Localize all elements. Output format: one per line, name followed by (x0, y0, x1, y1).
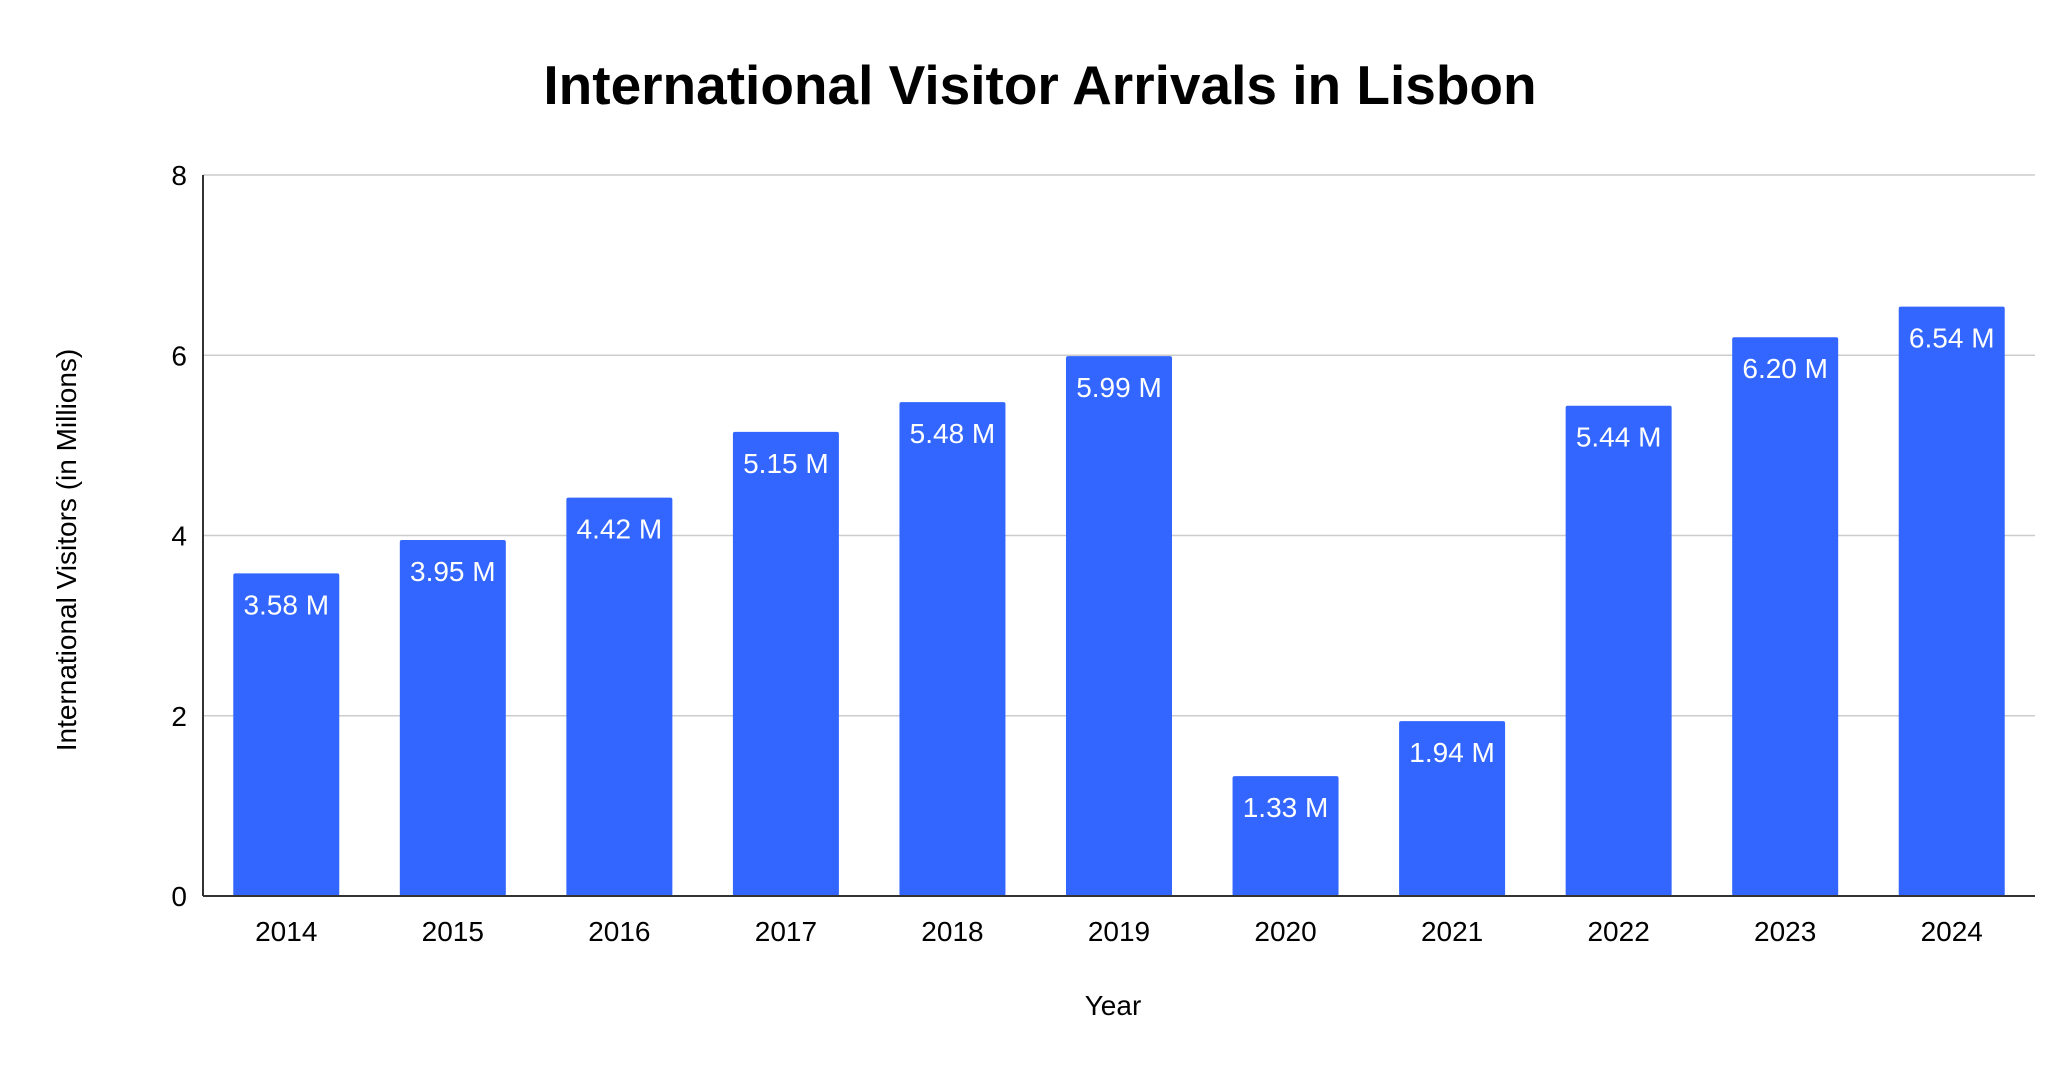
x-tick-label: 2017 (755, 916, 817, 947)
x-tick-label: 2023 (1754, 916, 1816, 947)
data-label: 5.48 M (910, 418, 996, 449)
bars (233, 306, 2005, 897)
bar (399, 540, 506, 896)
x-tick-label: 2024 (1921, 916, 1983, 947)
y-axis-title: International Visitors (in Millions) (51, 349, 82, 752)
x-tick-label: 2019 (1088, 916, 1150, 947)
x-tick-label: 2018 (921, 916, 983, 947)
x-tick-label: 2015 (422, 916, 484, 947)
x-tick-label: 2022 (1587, 916, 1649, 947)
y-tick-label: 8 (171, 160, 187, 191)
data-labels: 3.58 M 3.95 M 4.42 M 5.15 M 5.48 M 5.99 M 1.33… (243, 323, 1994, 824)
data-label: 5.99 M (1076, 372, 1162, 403)
x-axis-title: Year (1085, 990, 1142, 1021)
data-label: 6.54 M (1909, 323, 1995, 354)
bar (566, 497, 673, 896)
x-tick-label: 2016 (588, 916, 650, 947)
chart-title: International Visitor Arrivals in Lisbon (543, 54, 1536, 116)
x-tick-label: 2021 (1421, 916, 1483, 947)
bar (899, 402, 1006, 896)
data-label: 1.94 M (1409, 737, 1495, 768)
bar (732, 431, 839, 896)
data-label: 3.58 M (243, 589, 329, 620)
data-label: 6.20 M (1742, 353, 1828, 384)
x-tick-label: 2020 (1254, 916, 1316, 947)
bar (1732, 337, 1839, 897)
bar (1565, 405, 1672, 896)
bar (1232, 776, 1339, 896)
data-label: 3.95 M (410, 556, 496, 587)
x-axis-ticks: 2014 2015 2016 2017 2018 2019 2020 2021 2022 2023… (255, 916, 1983, 947)
y-tick-label: 4 (171, 521, 187, 552)
data-label: 1.33 M (1243, 792, 1329, 823)
y-tick-label: 6 (171, 340, 187, 371)
data-label: 4.42 M (577, 514, 663, 545)
bar (1066, 356, 1172, 896)
data-label: 5.44 M (1576, 422, 1662, 453)
bar (1898, 306, 2005, 896)
bar (233, 573, 340, 896)
x-tick-label: 2014 (255, 916, 317, 947)
y-axis-ticks: 0 2 4 6 8 (171, 160, 187, 912)
axes (202, 175, 2035, 897)
y-tick-label: 2 (171, 701, 187, 732)
bar (1399, 721, 1506, 896)
data-label: 5.15 M (743, 448, 829, 479)
y-tick-label: 0 (171, 881, 187, 912)
